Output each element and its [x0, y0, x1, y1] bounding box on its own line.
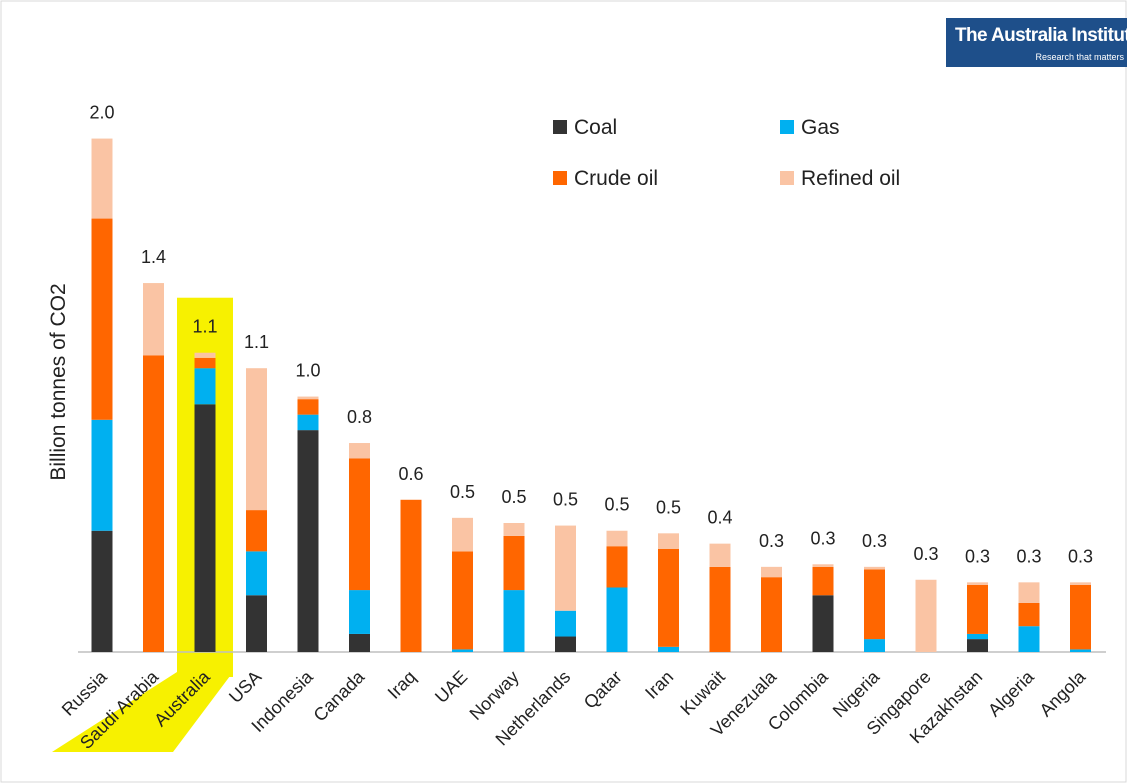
bar-indonesia-coal — [298, 430, 319, 652]
bar-kuwait-crude-oil — [710, 567, 731, 652]
bar-iraq-crude-oil — [401, 500, 422, 652]
bar-saudi-arabia-refined-oil — [143, 283, 164, 355]
total-label-algeria: 0.3 — [1016, 546, 1041, 566]
bar-venezuala-refined-oil — [761, 567, 782, 577]
legend-swatch-crude-oil — [553, 171, 567, 185]
bar-algeria-crude-oil — [1019, 603, 1040, 626]
bar-nigeria-gas — [864, 639, 885, 652]
bar-canada-gas — [349, 590, 370, 634]
bar-qatar-refined-oil — [607, 531, 628, 546]
total-label-kazakhstan: 0.3 — [965, 546, 990, 566]
bar-iran-crude-oil — [658, 549, 679, 647]
legend-label-gas: Gas — [801, 116, 840, 139]
total-label-norway: 0.5 — [501, 487, 526, 507]
bar-russia-crude-oil — [92, 219, 113, 420]
logo-name: The Australia Institute — [955, 25, 1127, 47]
total-label-venezuala: 0.3 — [759, 531, 784, 551]
total-label-iraq: 0.6 — [398, 464, 423, 484]
total-label-australia: 1.1 — [192, 317, 217, 337]
bar-australia-crude-oil — [195, 358, 216, 368]
y-axis-label: Billion tonnes of CO2 — [47, 283, 70, 480]
total-label-iran: 0.5 — [656, 497, 681, 517]
total-label-angola: 0.3 — [1068, 546, 1093, 566]
bar-kazakhstan-crude-oil — [967, 585, 988, 634]
bar-iran-refined-oil — [658, 533, 679, 548]
logo-tagline: Research that matters — [1035, 52, 1124, 62]
bar-venezuala-crude-oil — [761, 577, 782, 652]
total-label-colombia: 0.3 — [810, 528, 835, 548]
legend-label-crude-oil: Crude oil — [574, 167, 658, 190]
legend-swatch-gas — [780, 120, 794, 134]
total-label-usa: 1.1 — [244, 332, 269, 352]
legend-label-coal: Coal — [574, 116, 617, 139]
bar-russia-refined-oil — [92, 139, 113, 219]
bar-netherlands-gas — [555, 611, 576, 637]
total-label-nigeria: 0.3 — [862, 531, 887, 551]
bar-norway-gas — [504, 590, 525, 652]
bar-kazakhstan-gas — [967, 634, 988, 639]
bar-nigeria-refined-oil — [864, 567, 885, 570]
bar-nigeria-crude-oil — [864, 569, 885, 639]
bar-netherlands-refined-oil — [555, 526, 576, 611]
bar-singapore-refined-oil — [916, 580, 937, 652]
total-label-qatar: 0.5 — [604, 495, 629, 515]
total-label-russia: 2.0 — [89, 103, 114, 123]
bar-uae-crude-oil — [452, 551, 473, 649]
legend-label-refined-oil: Refined oil — [801, 167, 900, 190]
bar-uae-gas — [452, 649, 473, 652]
bar-angola-gas — [1070, 649, 1091, 652]
bar-norway-refined-oil — [504, 523, 525, 536]
bar-indonesia-crude-oil — [298, 399, 319, 414]
bar-angola-crude-oil — [1070, 585, 1091, 650]
bar-australia-refined-oil — [195, 353, 216, 358]
bar-russia-gas — [92, 420, 113, 531]
bar-indonesia-refined-oil — [298, 397, 319, 400]
bar-colombia-refined-oil — [813, 564, 834, 567]
bar-usa-refined-oil — [246, 368, 267, 510]
bar-colombia-coal — [813, 595, 834, 652]
bar-norway-crude-oil — [504, 536, 525, 590]
total-label-canada: 0.8 — [347, 407, 372, 427]
bar-algeria-gas — [1019, 626, 1040, 652]
bar-algeria-refined-oil — [1019, 582, 1040, 603]
bar-kazakhstan-refined-oil — [967, 582, 988, 585]
bar-usa-gas — [246, 551, 267, 595]
total-label-netherlands: 0.5 — [553, 490, 578, 510]
bar-australia-coal — [195, 404, 216, 652]
total-label-saudi-arabia: 1.4 — [141, 247, 166, 267]
bar-kuwait-refined-oil — [710, 544, 731, 567]
total-label-singapore: 0.3 — [913, 544, 938, 564]
total-label-indonesia: 1.0 — [295, 361, 320, 381]
bar-canada-refined-oil — [349, 443, 370, 458]
legend-swatch-coal — [553, 120, 567, 134]
bar-uae-refined-oil — [452, 518, 473, 552]
bar-iran-gas — [658, 647, 679, 652]
bar-kazakhstan-coal — [967, 639, 988, 652]
bar-australia-gas — [195, 368, 216, 404]
bar-usa-coal — [246, 595, 267, 652]
total-label-kuwait: 0.4 — [707, 508, 732, 528]
total-label-uae: 0.5 — [450, 482, 475, 502]
bar-colombia-crude-oil — [813, 567, 834, 595]
bar-angola-refined-oil — [1070, 582, 1091, 585]
bar-usa-crude-oil — [246, 510, 267, 551]
bar-indonesia-gas — [298, 415, 319, 430]
bar-netherlands-coal — [555, 637, 576, 652]
bar-russia-coal — [92, 531, 113, 652]
bar-qatar-gas — [607, 588, 628, 653]
bar-qatar-crude-oil — [607, 546, 628, 587]
bar-canada-coal — [349, 634, 370, 652]
bar-saudi-arabia-crude-oil — [143, 355, 164, 652]
legend-swatch-refined-oil — [780, 171, 794, 185]
australia-institute-logo: The Australia Institute Research that ma… — [946, 18, 1127, 67]
bar-canada-crude-oil — [349, 459, 370, 591]
